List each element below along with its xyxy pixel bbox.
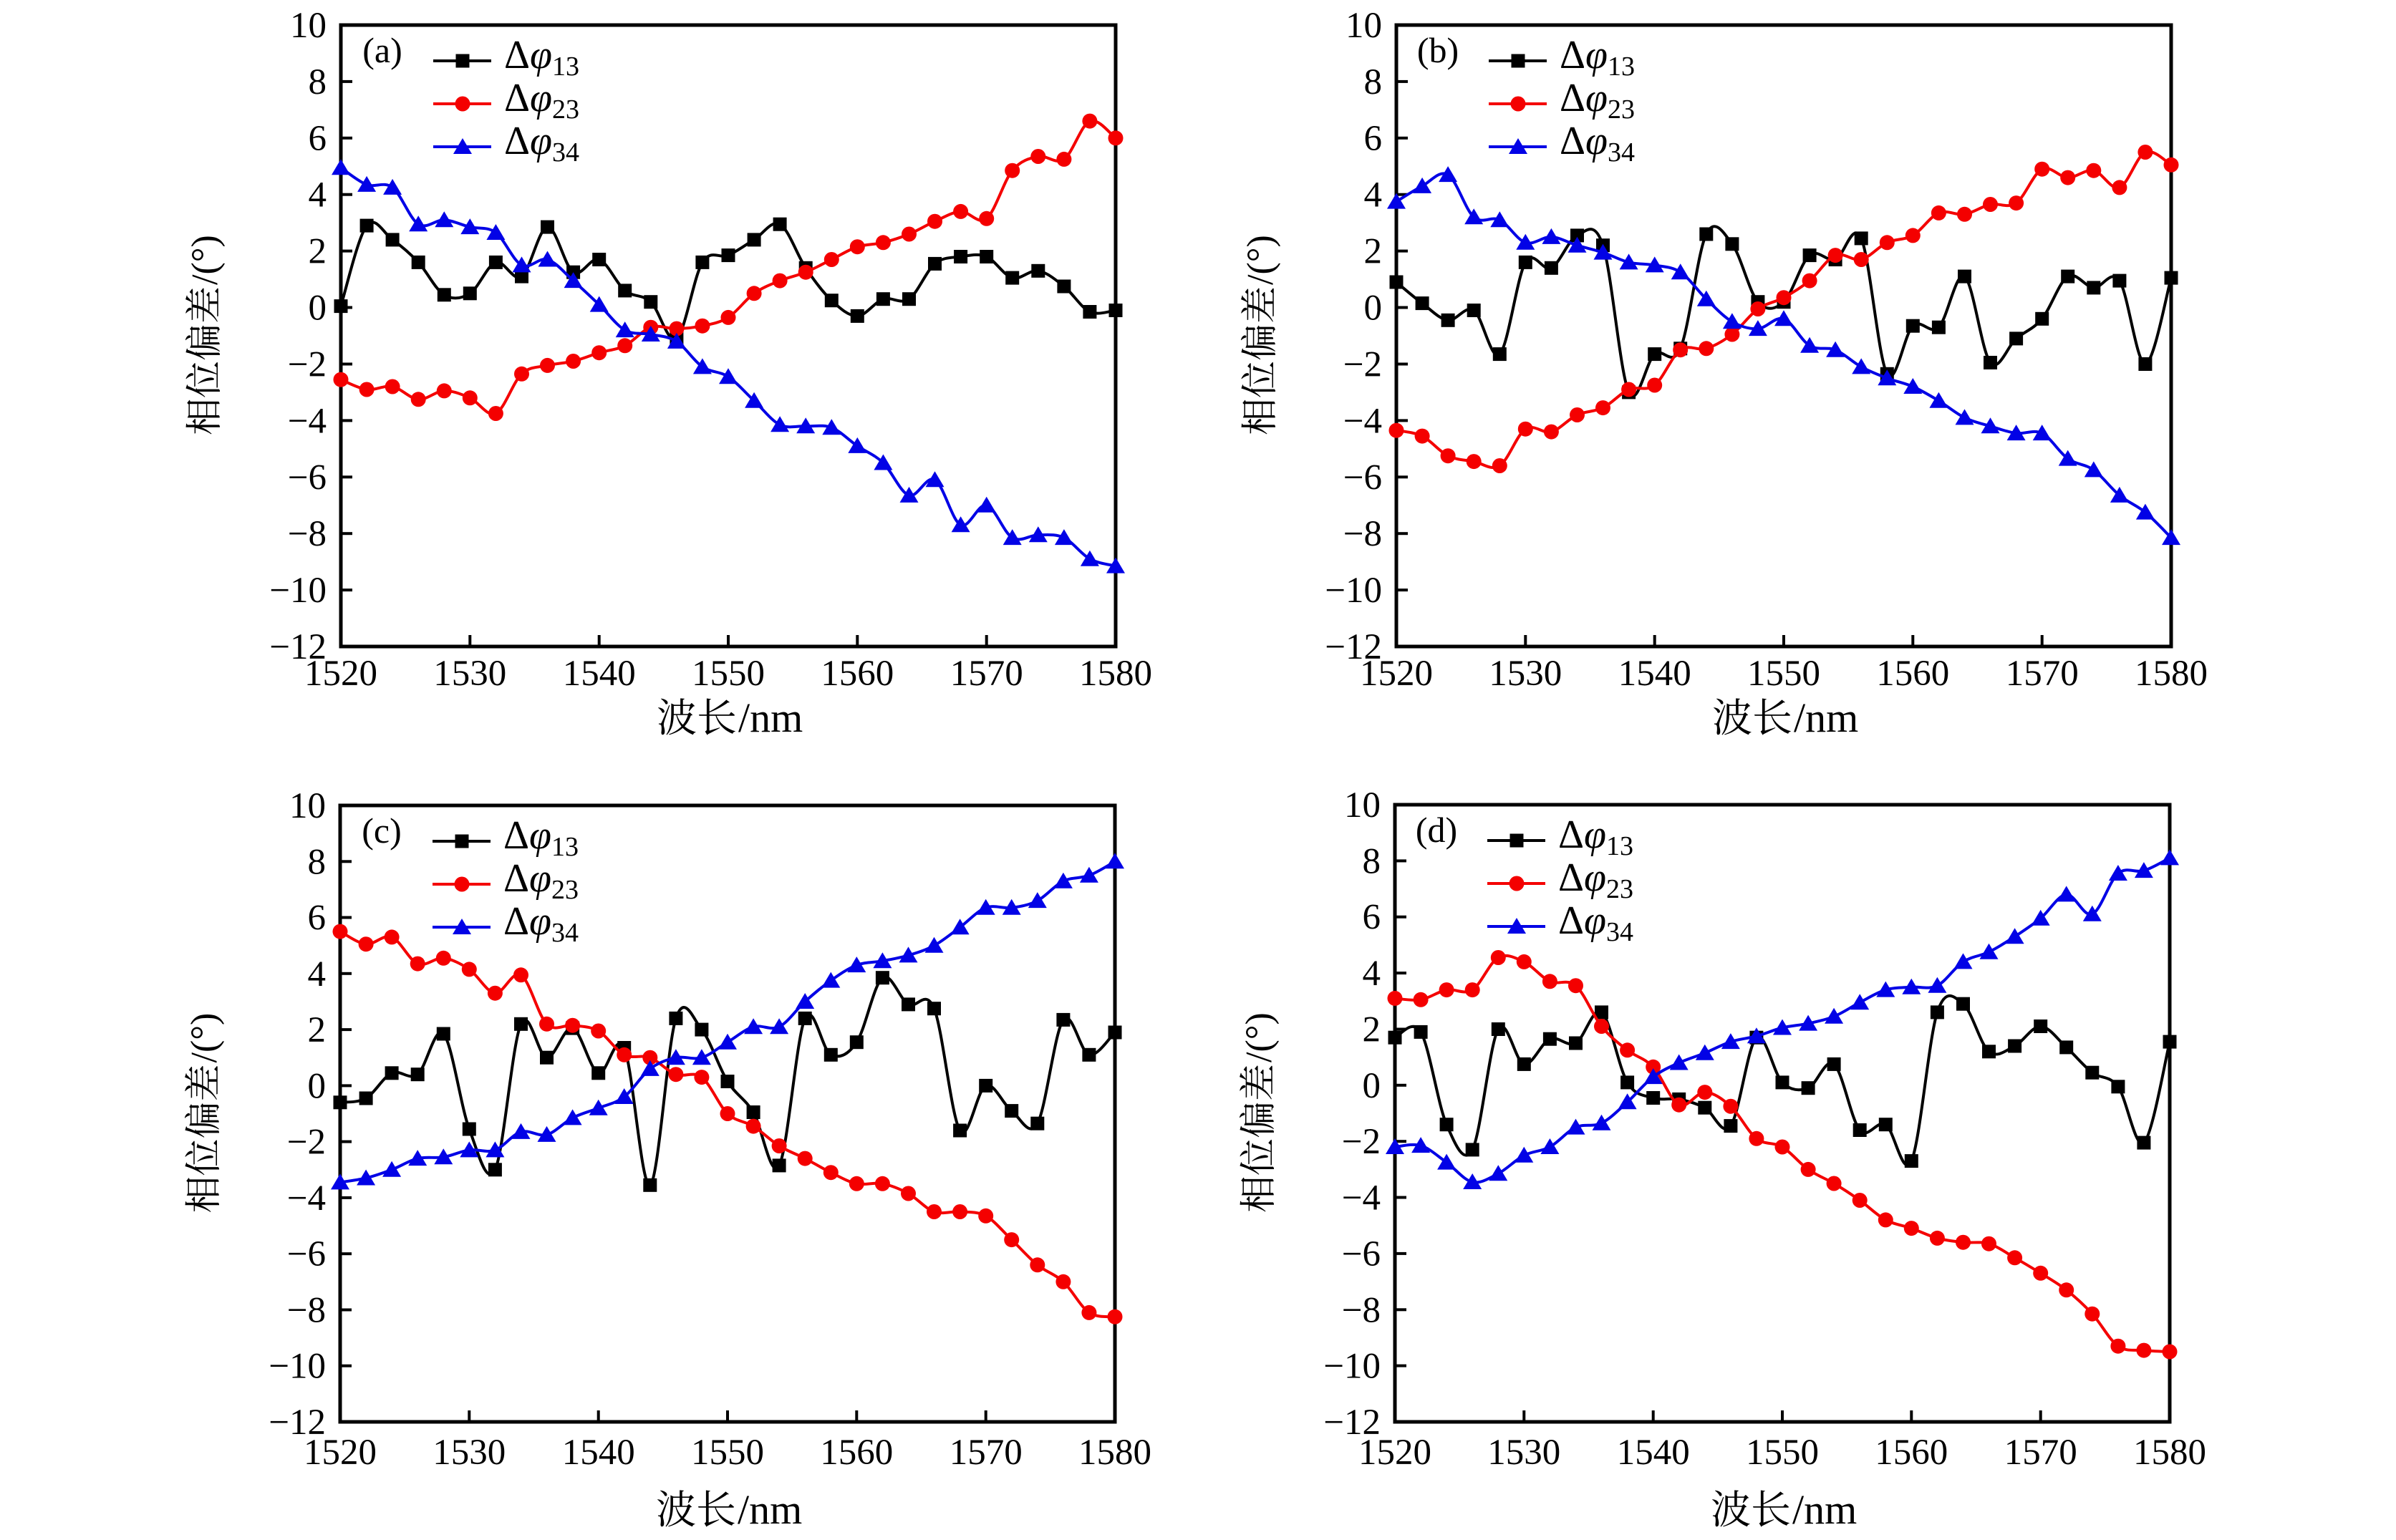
svg-text:2: 2 xyxy=(1363,1010,1381,1050)
svg-text:−6: −6 xyxy=(287,1234,326,1274)
svg-text:2: 2 xyxy=(308,1010,327,1050)
svg-text:−6: −6 xyxy=(288,457,327,498)
svg-text:2: 2 xyxy=(1364,232,1383,272)
svg-text:1560: 1560 xyxy=(821,654,894,694)
svg-text:1550: 1550 xyxy=(692,654,765,694)
svg-text:/(°): /(°) xyxy=(1239,1012,1280,1062)
svg-text:(a): (a) xyxy=(362,30,402,70)
svg-text:−10: −10 xyxy=(269,1347,326,1387)
svg-text:8: 8 xyxy=(308,842,327,882)
svg-text:1560: 1560 xyxy=(1875,1433,1948,1473)
svg-text:1560: 1560 xyxy=(820,1433,893,1473)
svg-text:6: 6 xyxy=(1363,898,1381,938)
svg-text:1570: 1570 xyxy=(2006,654,2079,694)
svg-text:Δφ23: Δφ23 xyxy=(503,856,579,905)
svg-text:−12: −12 xyxy=(269,627,327,667)
svg-text:1530: 1530 xyxy=(433,654,506,694)
svg-text:8: 8 xyxy=(1363,841,1381,881)
svg-text:−8: −8 xyxy=(1343,514,1382,554)
svg-text:1530: 1530 xyxy=(1489,654,1562,694)
svg-text:/(°): /(°) xyxy=(184,1013,225,1063)
svg-text:(d): (d) xyxy=(1416,810,1457,850)
svg-text:8: 8 xyxy=(1364,62,1383,102)
svg-text:1550: 1550 xyxy=(691,1433,764,1473)
svg-text:1520: 1520 xyxy=(1360,654,1433,694)
svg-text:−2: −2 xyxy=(1343,345,1382,385)
svg-text:−12: −12 xyxy=(1323,1403,1381,1443)
svg-text:−6: −6 xyxy=(1343,457,1382,498)
svg-text:/(°): /(°) xyxy=(1240,235,1281,285)
svg-text:1560: 1560 xyxy=(1876,654,1949,694)
svg-text:−2: −2 xyxy=(1342,1122,1381,1162)
svg-text:1570: 1570 xyxy=(2004,1433,2077,1473)
svg-text:/nm: /nm xyxy=(738,694,803,741)
svg-text:−8: −8 xyxy=(1342,1290,1381,1330)
svg-text:(c): (c) xyxy=(362,810,402,851)
svg-text:1570: 1570 xyxy=(950,654,1023,694)
svg-text:−6: −6 xyxy=(1342,1234,1381,1274)
svg-text:10: 10 xyxy=(289,786,326,826)
svg-text:−10: −10 xyxy=(1325,571,1382,611)
svg-text:0: 0 xyxy=(1364,289,1383,329)
svg-text:/nm: /nm xyxy=(1794,694,1858,741)
svg-text:6: 6 xyxy=(1364,119,1383,159)
svg-text:1540: 1540 xyxy=(1617,1433,1690,1473)
svg-text:−8: −8 xyxy=(288,514,327,554)
svg-text:0: 0 xyxy=(1363,1066,1381,1106)
svg-text:4: 4 xyxy=(1363,954,1381,994)
svg-text:4: 4 xyxy=(309,175,327,215)
svg-text:1520: 1520 xyxy=(1358,1433,1431,1473)
svg-text:/nm: /nm xyxy=(1792,1486,1857,1533)
svg-text:−4: −4 xyxy=(287,1178,326,1219)
svg-text:−12: −12 xyxy=(1325,627,1382,667)
svg-text:4: 4 xyxy=(308,954,327,994)
svg-text:1550: 1550 xyxy=(1747,654,1820,694)
svg-text:−8: −8 xyxy=(287,1291,326,1331)
svg-text:4: 4 xyxy=(1364,175,1383,215)
svg-text:−4: −4 xyxy=(1343,401,1382,441)
svg-text:−10: −10 xyxy=(1323,1347,1381,1387)
svg-text:1580: 1580 xyxy=(1079,654,1152,694)
svg-text:Δφ34: Δφ34 xyxy=(504,119,579,168)
svg-text:1580: 1580 xyxy=(1078,1433,1151,1473)
svg-text:1540: 1540 xyxy=(563,654,636,694)
svg-text:(b): (b) xyxy=(1417,30,1459,70)
svg-text:1520: 1520 xyxy=(304,1433,377,1473)
svg-text:−10: −10 xyxy=(269,571,327,611)
svg-text:1520: 1520 xyxy=(304,654,377,694)
svg-text:10: 10 xyxy=(290,6,327,46)
svg-text:0: 0 xyxy=(309,289,327,329)
svg-text:1530: 1530 xyxy=(433,1433,506,1473)
svg-text:1570: 1570 xyxy=(950,1433,1023,1473)
svg-text:1580: 1580 xyxy=(2133,1433,2206,1473)
svg-text:Δφ13: Δφ13 xyxy=(504,33,579,82)
svg-text:1540: 1540 xyxy=(562,1433,635,1473)
svg-text:−2: −2 xyxy=(288,345,327,385)
svg-text:1540: 1540 xyxy=(1618,654,1691,694)
svg-text:/nm: /nm xyxy=(738,1486,802,1533)
svg-text:−4: −4 xyxy=(1342,1178,1381,1219)
svg-text:−12: −12 xyxy=(269,1403,326,1443)
svg-text:6: 6 xyxy=(309,119,327,159)
svg-text:10: 10 xyxy=(1344,785,1381,825)
svg-text:10: 10 xyxy=(1346,6,1382,46)
svg-text:6: 6 xyxy=(308,899,327,939)
svg-text:−2: −2 xyxy=(287,1123,326,1163)
svg-text:0: 0 xyxy=(308,1066,327,1106)
svg-text:−4: −4 xyxy=(288,401,327,441)
svg-text:1530: 1530 xyxy=(1487,1433,1560,1473)
svg-text:1550: 1550 xyxy=(1746,1433,1819,1473)
svg-text:2: 2 xyxy=(309,232,327,272)
svg-text:8: 8 xyxy=(309,62,327,102)
svg-text:1580: 1580 xyxy=(2135,654,2208,694)
svg-text:/(°): /(°) xyxy=(185,235,226,285)
